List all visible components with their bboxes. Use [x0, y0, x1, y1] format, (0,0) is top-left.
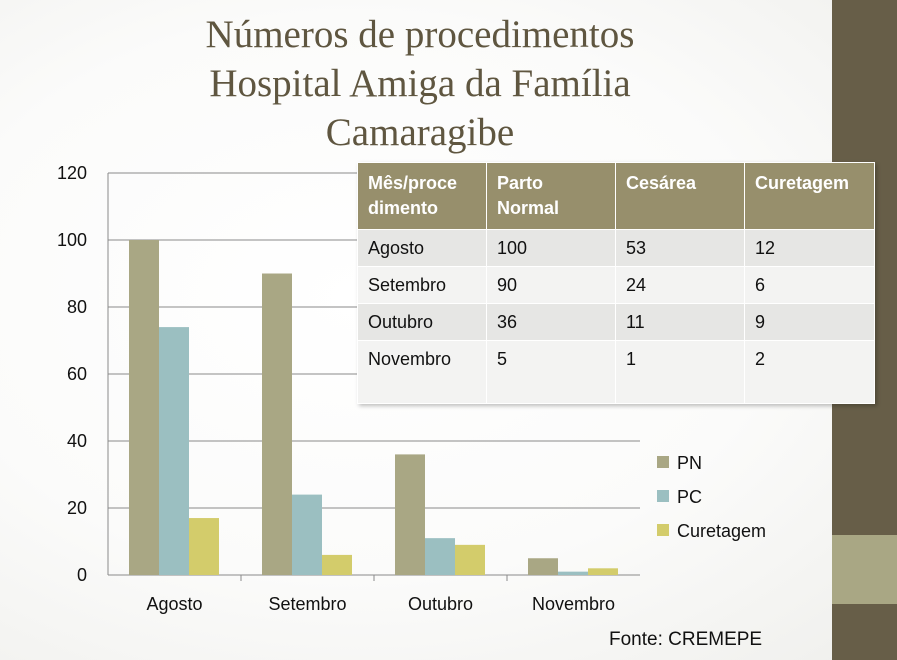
- table-row: Setembro 90 24 6: [357, 266, 875, 304]
- legend-label: Curetagem: [677, 521, 766, 541]
- table-cell: 1: [615, 340, 745, 404]
- legend-label: PN: [677, 453, 702, 473]
- x-tick-label: Novembro: [532, 594, 615, 614]
- bar-curetagem: [322, 554, 352, 575]
- decorative-band-light: [832, 535, 897, 604]
- x-tick-label: Agosto: [146, 594, 202, 614]
- table-header-cell: Curetagem: [744, 162, 875, 230]
- source-note: Fonte: CREMEPE: [609, 629, 763, 650]
- table-cell: Setembro: [357, 266, 487, 304]
- bar-curetagem: [588, 568, 618, 575]
- bar-curetagem: [189, 518, 219, 575]
- table-header-row: Mês/proce dimento Parto Normal Cesárea C…: [357, 162, 875, 230]
- table-row: Outubro 36 11 9: [357, 303, 875, 341]
- table-cell: 53: [615, 229, 745, 267]
- bar-pn: [129, 240, 159, 575]
- bar-pc: [558, 571, 588, 575]
- y-tick-label: 40: [67, 431, 87, 451]
- bar-pc: [159, 327, 189, 575]
- bar-curetagem: [455, 544, 485, 575]
- y-tick-label: 20: [67, 498, 87, 518]
- table-cell: 5: [486, 340, 616, 404]
- table-cell: 11: [615, 303, 745, 341]
- y-tick-label: 60: [67, 364, 87, 384]
- y-tick-label: 100: [57, 230, 87, 250]
- data-table: Mês/proce dimento Parto Normal Cesárea C…: [357, 162, 875, 404]
- legend-swatch: [657, 456, 669, 468]
- table-row: Agosto 100 53 12: [357, 229, 875, 267]
- x-tick-label: Setembro: [268, 594, 346, 614]
- table-cell: 90: [486, 266, 616, 304]
- table-cell: 100: [486, 229, 616, 267]
- table-cell: 24: [615, 266, 745, 304]
- table-cell: 9: [744, 303, 875, 341]
- y-tick-label: 120: [57, 163, 87, 183]
- table-cell: Agosto: [357, 229, 487, 267]
- bar-pn: [528, 558, 558, 575]
- table-cell: 36: [486, 303, 616, 341]
- title-line-2: Hospital Amiga da Família: [209, 62, 631, 105]
- table-header-cell: Parto Normal: [486, 162, 616, 230]
- legend-swatch: [657, 490, 669, 502]
- bar-pn: [262, 273, 292, 575]
- y-tick-label: 80: [67, 297, 87, 317]
- y-tick-label: 0: [77, 565, 87, 585]
- bar-pc: [425, 538, 455, 575]
- table-cell: 6: [744, 266, 875, 304]
- table-cell: Outubro: [357, 303, 487, 341]
- legend-label: PC: [677, 487, 702, 507]
- table-row: Novembro 5 1 2: [357, 340, 875, 404]
- title-line-3: Camaragibe: [325, 111, 515, 154]
- bar-pc: [292, 494, 322, 575]
- table-header-cell: Mês/proce dimento: [357, 162, 487, 230]
- table-cell: 2: [744, 340, 875, 404]
- legend-swatch: [657, 524, 669, 536]
- table-header-cell: Cesárea: [615, 162, 745, 230]
- slide-title: Números de procedimentos Hospital Amiga …: [100, 10, 740, 157]
- bar-pn: [395, 454, 425, 575]
- x-tick-label: Outubro: [408, 594, 473, 614]
- table-cell: 12: [744, 229, 875, 267]
- table-cell: Novembro: [357, 340, 487, 404]
- title-line-1: Números de procedimentos: [205, 13, 635, 56]
